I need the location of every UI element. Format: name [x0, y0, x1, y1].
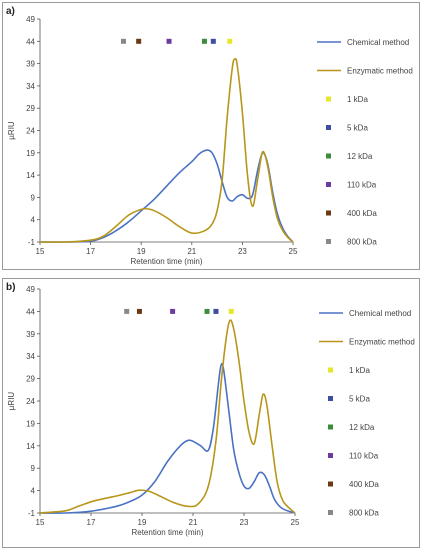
y-tick-label: 9 — [31, 464, 36, 473]
y-tick-label: 14 — [26, 442, 35, 451]
legend-swatch-square — [328, 396, 333, 401]
chart-panel-a: a) -1 4 9 14 19 24 29 34 39 44 49 15 17 19 21 23 25 Reten… — [2, 2, 420, 270]
y-tick-label: 9 — [31, 193, 36, 202]
legend-entry-label: 400 kDa — [349, 480, 379, 489]
marker-110-kda — [166, 38, 172, 44]
y-tick-label: 44 — [26, 37, 35, 46]
y-tick-label: 49 — [26, 15, 35, 24]
y-tick-label: 39 — [26, 60, 35, 69]
series-line-enzymatic — [39, 319, 296, 514]
legend-swatch-square — [328, 481, 333, 487]
x-tick-label: 21 — [189, 518, 198, 527]
x-tick-label: 19 — [137, 247, 146, 256]
y-tick-label: 34 — [26, 82, 35, 91]
x-tick-label: 17 — [87, 518, 96, 527]
legend-swatch-square — [326, 210, 331, 216]
legend-entry-label: 5 kDa — [349, 395, 370, 404]
legend-swatch-square — [328, 424, 333, 430]
legend-swatch-square — [328, 510, 333, 515]
legend-entry-label: Enzymatic method — [347, 67, 413, 76]
x-tick-label: 17 — [86, 247, 95, 256]
y-tick-label: 4 — [31, 216, 36, 225]
marker-400-kda — [136, 308, 142, 314]
x-tick-label: 15 — [36, 518, 45, 527]
legend-entry-label: Chemical method — [347, 38, 409, 47]
y-tick-label: 19 — [26, 149, 35, 158]
marker-12-kda — [204, 308, 210, 314]
y-tick-label: 34 — [26, 352, 35, 361]
legend-entry-label: 12 kDa — [347, 152, 373, 161]
y-tick-label: -1 — [28, 238, 36, 247]
x-axis-title: Retention time (min) — [131, 528, 203, 537]
legend-entry-label: Chemical method — [349, 309, 411, 318]
x-tick-label: 19 — [138, 518, 147, 527]
legend-entry-label: 110 kDa — [349, 452, 379, 461]
panel-label: b) — [6, 282, 16, 293]
y-tick-label: 49 — [26, 285, 35, 294]
y-tick-label: 24 — [26, 127, 35, 136]
y-tick-label: 29 — [26, 104, 35, 113]
legend-swatch-square — [326, 182, 331, 187]
y-axis-title: µRIU — [7, 121, 16, 140]
marker-5-kda — [210, 38, 216, 44]
legend-swatch-square — [326, 96, 331, 102]
series-line-enzymatic — [39, 57, 294, 243]
x-tick-label: 15 — [36, 247, 45, 256]
marker-800-kda — [120, 38, 126, 44]
y-tick-label: 44 — [26, 307, 35, 316]
x-tick-label: 23 — [238, 247, 247, 256]
marker-1-kda — [228, 308, 234, 314]
legend-entry-label: Enzymatic method — [349, 338, 415, 347]
y-tick-label: 24 — [26, 397, 35, 406]
marker-800-kda — [124, 308, 130, 314]
x-tick-label: 25 — [289, 247, 298, 256]
legend-swatch-square — [326, 153, 331, 159]
legend-entry-label: 110 kDa — [347, 181, 377, 190]
marker-400-kda — [136, 38, 142, 44]
y-tick-label: 39 — [26, 330, 35, 339]
marker-1-kda — [227, 38, 233, 44]
y-axis-title: µRIU — [7, 392, 16, 411]
legend-entry-label: 1 kDa — [347, 95, 368, 104]
legend-entry-label: 5 kDa — [347, 124, 368, 133]
legend-entry-label: 1 kDa — [349, 366, 370, 375]
legend-swatch-square — [328, 367, 333, 373]
marker-12-kda — [201, 38, 207, 44]
y-tick-label: -1 — [28, 509, 36, 518]
marker-110-kda — [170, 308, 176, 314]
legend-entry-label: 800 kDa — [347, 238, 377, 247]
legend-entry-label: 12 kDa — [349, 423, 375, 432]
marker-5-kda — [213, 308, 219, 314]
panel-label: a) — [6, 6, 15, 17]
x-axis-title: Retention time (min) — [130, 257, 202, 266]
chart-panel-b: b) -1 4 9 14 19 24 29 34 39 44 49 15 17 19 21 23 25 Reten… — [2, 278, 420, 548]
legend-entry-label: 400 kDa — [347, 209, 377, 218]
y-tick-label: 14 — [26, 171, 35, 180]
y-tick-label: 29 — [26, 375, 35, 384]
x-tick-label: 25 — [291, 518, 300, 527]
x-tick-label: 21 — [187, 247, 196, 256]
legend-swatch-square — [326, 239, 331, 244]
legend-entry-label: 800 kDa — [349, 509, 379, 518]
y-tick-label: 19 — [26, 419, 35, 428]
series-line-chemical — [39, 362, 296, 514]
legend-swatch-square — [326, 125, 331, 130]
legend-swatch-square — [328, 453, 333, 458]
x-tick-label: 23 — [240, 518, 249, 527]
y-tick-label: 4 — [31, 487, 36, 496]
